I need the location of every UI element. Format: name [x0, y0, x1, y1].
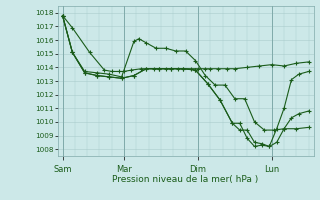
- X-axis label: Pression niveau de la mer( hPa ): Pression niveau de la mer( hPa ): [112, 175, 259, 184]
